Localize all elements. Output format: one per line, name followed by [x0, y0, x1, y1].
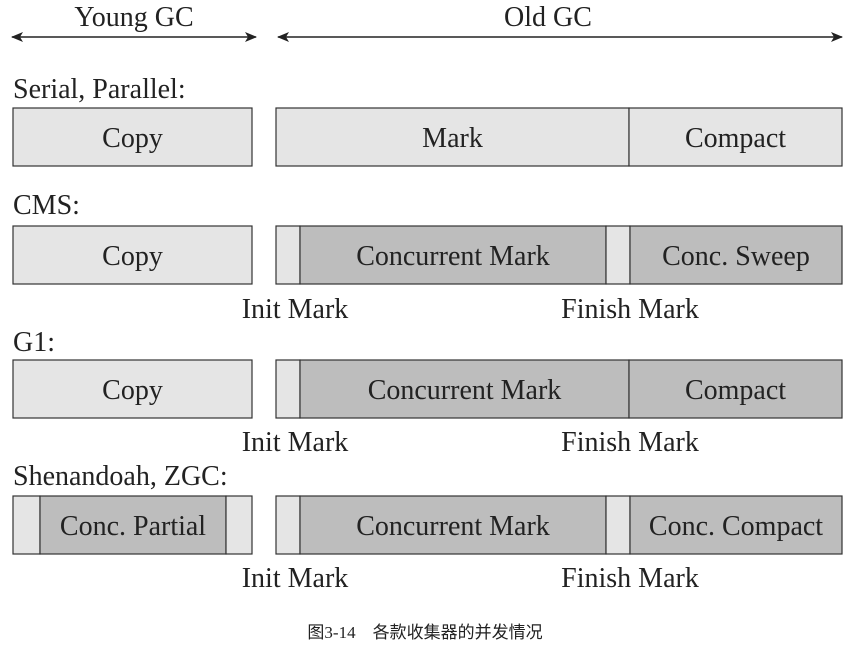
collector-row: Serial, Parallel: Copy Mark Compact	[12, 74, 843, 167]
init-mark-label: Init Mark	[242, 563, 349, 594]
old-phase-label: Concurrent Mark	[356, 511, 550, 542]
young-phase-cell	[12, 359, 253, 419]
collector-rows: Serial, Parallel: Copy Mark Compact CMS: Copy…	[12, 74, 843, 594]
old-phase-label: Compact	[685, 375, 786, 406]
young-phase-label: Copy	[102, 241, 163, 272]
collector-row: Shenandoah, ZGC: Conc. Partial Concurrent …	[12, 461, 843, 594]
old-phase-label: Concurrent Mark	[356, 241, 550, 272]
finish-mark-label: Finish Mark	[561, 563, 699, 594]
collector-label: Shenandoah, ZGC:	[13, 461, 228, 492]
young-phase-cell	[39, 495, 227, 555]
old-gc-label: Old GC	[504, 2, 592, 33]
collector-label: Serial, Parallel:	[13, 74, 186, 105]
old-phase-cell	[275, 107, 630, 167]
finish-mark-label: Finish Mark	[561, 427, 699, 458]
init-mark-label: Init Mark	[242, 427, 349, 458]
young-phase-label: Copy	[102, 375, 163, 406]
young-phase-cell	[12, 495, 41, 555]
old-phase-cell	[605, 225, 631, 285]
young-phase-label: Conc. Partial	[60, 511, 206, 542]
old-phase-cell	[275, 359, 301, 419]
collector-label: G1:	[13, 327, 55, 358]
old-phase-label: Conc. Compact	[649, 511, 823, 542]
collector-row: CMS: Copy Concurrent Mark Conc. Sweep Init M…	[12, 190, 843, 325]
young-gc-label: Young GC	[74, 2, 193, 33]
old-phase-cell	[629, 225, 843, 285]
old-phase-cell	[275, 495, 301, 555]
collector-label: CMS:	[13, 190, 80, 221]
old-phase-cell	[628, 359, 843, 419]
init-mark-label: Init Mark	[242, 294, 349, 325]
old-phase-cell	[605, 495, 631, 555]
old-phase-cell	[628, 107, 843, 167]
old-phase-label: Mark	[422, 123, 483, 154]
young-phase-cell	[12, 225, 253, 285]
old-phase-cell	[299, 495, 607, 555]
young-phase-cell	[12, 107, 253, 167]
finish-mark-label: Finish Mark	[561, 294, 699, 325]
old-phase-label: Concurrent Mark	[368, 375, 562, 406]
old-phase-label: Compact	[685, 123, 786, 154]
old-phase-cell	[299, 359, 630, 419]
collector-row: G1: Copy Concurrent Mark Compact Init Mark Fi…	[12, 327, 843, 458]
old-phase-cell	[629, 495, 843, 555]
old-phase-cell	[275, 225, 301, 285]
old-phase-label: Conc. Sweep	[662, 241, 810, 272]
young-phase-cell	[225, 495, 253, 555]
figure-caption: 图3-14 各款收集器的并发情况	[307, 623, 542, 642]
young-phase-label: Copy	[102, 123, 163, 154]
